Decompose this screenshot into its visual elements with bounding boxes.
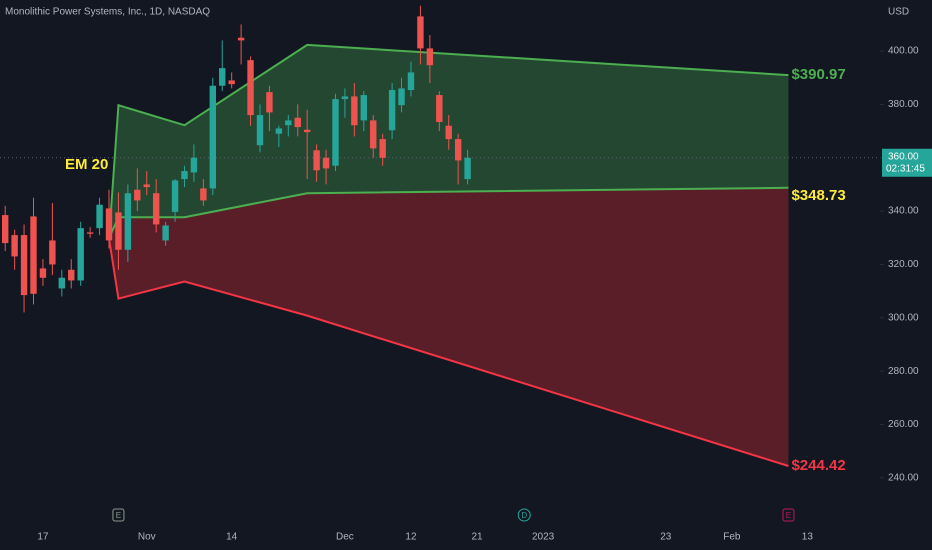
candle-body: [143, 184, 150, 188]
candle-body: [266, 92, 273, 113]
candle-body: [68, 269, 75, 281]
candle-body: [303, 129, 311, 133]
x-tick-label: Feb: [723, 532, 741, 543]
y-tick-label: 380.00: [888, 99, 919, 110]
candle-body: [162, 225, 169, 241]
candle-body: [1, 215, 9, 244]
y-tick-label: 300.00: [888, 312, 919, 323]
x-tick-label: 17: [37, 532, 49, 543]
candle-body: [417, 16, 424, 49]
candle-body: [77, 228, 84, 281]
candle-body: [436, 95, 443, 123]
x-tick-label: 23: [660, 532, 672, 543]
candle-body: [105, 208, 113, 241]
candle-body: [332, 99, 339, 166]
candle-body: [247, 60, 254, 116]
candle-body: [124, 193, 132, 250]
candle-body: [454, 139, 462, 161]
event-label: E: [116, 511, 121, 520]
candle-body: [275, 128, 283, 134]
price-tag-label: 360.00: [888, 151, 919, 162]
y-tick-label: 280.00: [888, 366, 919, 377]
x-tick-label: 12: [405, 532, 417, 543]
range-end-label: $348.73: [791, 187, 845, 204]
chart-title: Monolithic Power Systems, Inc., 1D, NASD…: [5, 7, 210, 18]
candle-body: [11, 235, 18, 257]
candle-body: [445, 125, 452, 140]
candle-body: [322, 157, 330, 169]
countdown: 02:31:45: [886, 163, 925, 174]
lower-range-fill: [108, 187, 789, 467]
range-line: [107, 43, 789, 239]
candle-body: [39, 268, 47, 278]
candle-body: [341, 96, 349, 100]
candle-body: [181, 171, 188, 180]
candle-body: [398, 88, 405, 106]
candle-body: [407, 72, 415, 91]
candle-body: [360, 95, 367, 121]
candle-body: [379, 139, 386, 158]
candle-body: [256, 115, 264, 146]
candle-body: [30, 216, 37, 294]
candle-body: [115, 212, 122, 250]
candle-body: [388, 90, 396, 131]
candle-body: [171, 180, 179, 212]
candle-body: [209, 85, 217, 189]
candle-body: [134, 189, 141, 201]
candle-body: [152, 193, 160, 225]
y-tick-label: 400.00: [888, 46, 919, 57]
x-tick-label: Nov: [138, 532, 156, 543]
candle-body: [200, 188, 207, 201]
y-tick-label: 320.00: [888, 259, 919, 270]
y-tick-label: 240.00: [888, 472, 919, 483]
candle-body: [219, 68, 226, 86]
x-tick-label: 21: [471, 532, 483, 543]
candle-body: [237, 37, 245, 41]
x-tick-label: Dec: [336, 532, 354, 543]
candle-body: [49, 240, 56, 265]
candle-body: [96, 204, 103, 229]
candle-body: [313, 150, 320, 171]
event-label: D: [521, 511, 527, 520]
candle-body: [426, 48, 434, 66]
y-tick-label: 340.00: [888, 206, 919, 217]
event-marker: [782, 508, 795, 522]
candle-body: [20, 235, 28, 296]
candle-body: [351, 96, 358, 126]
candle-body: [464, 157, 471, 180]
event-label: E: [786, 511, 791, 520]
annotation: EM 20: [65, 156, 108, 173]
x-tick-label: 13: [802, 532, 814, 543]
event-marker: [112, 508, 125, 522]
candle-body: [370, 120, 377, 149]
event-marker: [517, 508, 531, 522]
range-end-label: $244.42: [791, 457, 845, 474]
y-unit: USD: [888, 7, 909, 18]
candle-body: [228, 80, 235, 85]
x-tick-label: 14: [226, 532, 238, 543]
candle-body: [86, 232, 94, 234]
candle-body: [190, 157, 198, 173]
x-tick-label: 2023: [532, 532, 555, 543]
candle-body: [294, 117, 301, 128]
candle-body: [58, 277, 66, 289]
candle-body: [285, 120, 292, 126]
range-line: [108, 238, 789, 467]
y-tick-label: 260.00: [888, 419, 919, 430]
range-end-label: $390.97: [791, 66, 845, 83]
price-tag: [882, 148, 932, 177]
